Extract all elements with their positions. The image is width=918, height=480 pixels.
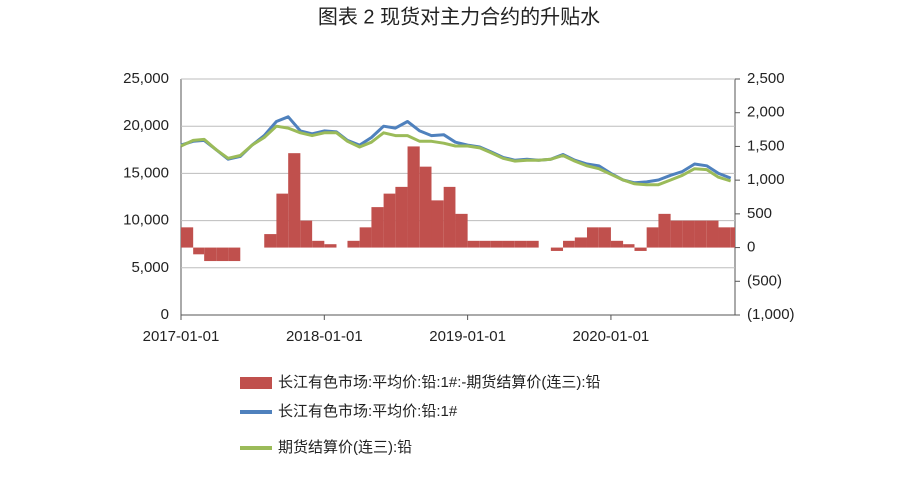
bar [383, 193, 396, 248]
bar [479, 240, 491, 248]
bar [228, 247, 241, 262]
y2-tick-label: 1,000 [747, 171, 785, 188]
bar [347, 240, 360, 248]
bar [407, 146, 420, 248]
y2-tick-label: (500) [747, 272, 782, 289]
bar [490, 240, 503, 248]
y-tick-label: 10,000 [123, 212, 169, 229]
y2-tick-label: 500 [747, 205, 772, 222]
y-tick-label: 5,000 [131, 259, 169, 276]
y2-tick-label: 0 [747, 239, 755, 256]
bar [288, 153, 301, 248]
bar [204, 247, 217, 262]
legend-label: 长江有色市场:平均价:铅:1#:-期货结算价(连三):铅 [278, 373, 601, 391]
bar [431, 200, 444, 248]
y-tick-label: 25,000 [123, 70, 169, 87]
bar [550, 247, 564, 251]
bar [467, 240, 480, 248]
bar [502, 240, 515, 248]
bar [181, 227, 194, 248]
bar [718, 227, 731, 248]
x-tick-label: 2020-01-01 [573, 328, 650, 345]
bar [730, 227, 735, 248]
bar [526, 240, 539, 248]
bar [634, 247, 647, 251]
line [180, 124, 732, 187]
bar [443, 186, 456, 248]
bar [264, 234, 277, 248]
bar [586, 227, 599, 248]
bar [610, 240, 624, 248]
line [180, 115, 732, 185]
legend-label: 期货结算价(连三):铅 [278, 438, 412, 456]
legend-label: 长江有色市场:平均价:铅:1# [278, 403, 458, 420]
y-tick-label: 15,000 [123, 164, 169, 181]
bar [324, 244, 337, 248]
bar [395, 186, 408, 248]
bar [623, 244, 635, 248]
legend-swatch [240, 377, 272, 389]
bar [646, 227, 659, 248]
y2-tick-label: 2,000 [747, 104, 785, 121]
bar [371, 207, 384, 248]
bar [312, 240, 325, 248]
bar [276, 193, 289, 248]
bar [670, 220, 683, 248]
bar [706, 220, 719, 248]
bar [193, 247, 205, 255]
bar [694, 220, 707, 248]
y2-tick-label: 2,500 [747, 70, 785, 87]
x-tick-label: 2019-01-01 [429, 328, 506, 345]
bar [216, 247, 229, 262]
y2-tick-label: 1,500 [747, 137, 785, 154]
bar [359, 227, 372, 248]
bar [419, 166, 432, 248]
y-tick-label: 0 [161, 306, 169, 323]
bar [682, 220, 695, 248]
bar [658, 213, 671, 248]
bar [300, 220, 313, 248]
bar [563, 240, 575, 248]
bar [574, 237, 587, 248]
y2-tick-label: (1,000) [747, 306, 795, 323]
bar [514, 240, 527, 248]
bar [455, 213, 468, 248]
y-tick-label: 20,000 [123, 117, 169, 134]
x-tick-label: 2018-01-01 [286, 328, 363, 345]
bar [598, 227, 611, 248]
chart-title: 图表 2 现货对主力合约的升贴水 [318, 5, 600, 28]
x-tick-label: 2017-01-01 [143, 328, 220, 345]
